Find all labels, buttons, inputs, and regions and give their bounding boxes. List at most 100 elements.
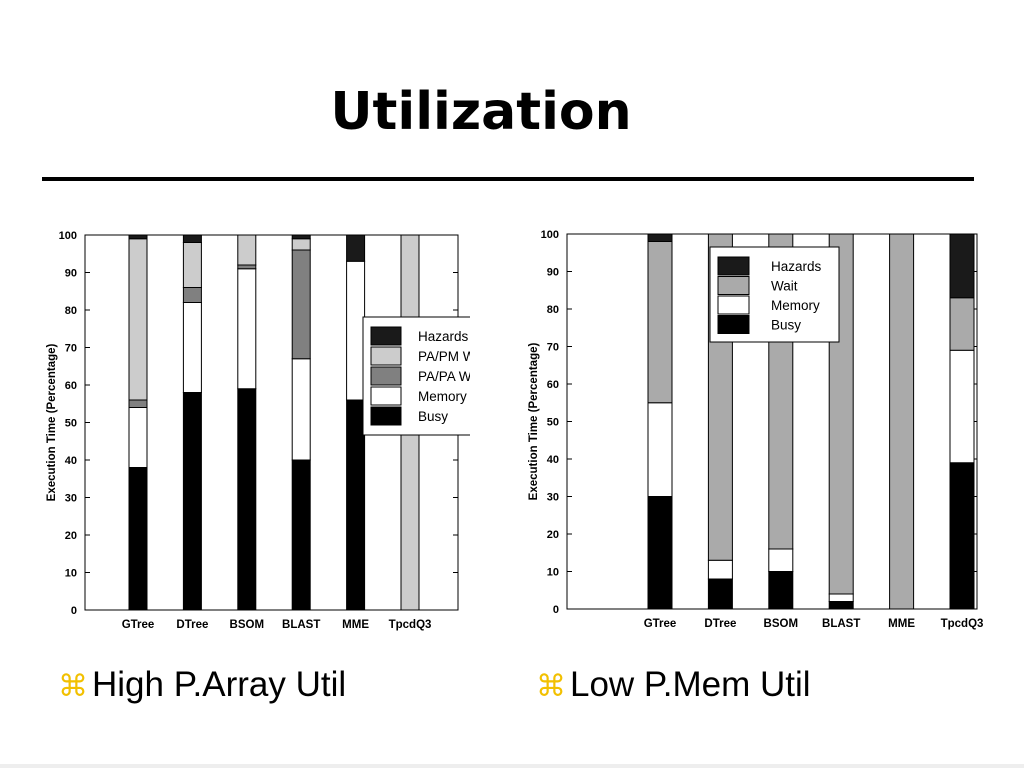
legend-swatch bbox=[717, 295, 750, 315]
legend-swatch bbox=[370, 346, 402, 366]
bar-segment-memory bbox=[768, 548, 794, 572]
legend-swatch bbox=[370, 406, 402, 426]
processor-memory-utilization-chart: Execution Time (Percentage) 0 10 20 30 40 50 60… bbox=[520, 220, 990, 640]
legend-swatch bbox=[370, 386, 402, 406]
bar-segment-pa-pm-wait bbox=[128, 238, 148, 401]
x-tick-label: TpcdQ3 bbox=[389, 619, 432, 631]
y-tick-label: 30 bbox=[65, 493, 77, 505]
chart-svg: Execution Time (Percentage) 0 10 20 30 40 50 60… bbox=[528, 229, 984, 630]
legend-swatch bbox=[717, 315, 750, 334]
bar-segment-busy bbox=[237, 388, 257, 611]
x-tick-label: BSOM bbox=[230, 619, 264, 631]
legend-swatch bbox=[370, 366, 402, 386]
bar-segment-hazards bbox=[182, 234, 202, 243]
legend-swatch bbox=[370, 326, 402, 346]
x-tick-label: DTree bbox=[704, 618, 736, 630]
legend-entry-label: Memory bbox=[771, 298, 820, 313]
bar-segment-memory bbox=[707, 559, 733, 580]
legend-entry-label: Hazards bbox=[418, 329, 469, 344]
bar-segment-pa-pm-wait bbox=[237, 234, 257, 266]
bar-segment-hazards bbox=[949, 233, 975, 299]
y-tick-label: 20 bbox=[547, 529, 559, 541]
x-tick-label: MME bbox=[888, 618, 915, 630]
bar-segment-memory bbox=[346, 260, 366, 401]
x-tick-label: DTree bbox=[176, 619, 208, 631]
y-tick-label: 50 bbox=[65, 418, 77, 430]
y-tick-label: 30 bbox=[547, 492, 559, 504]
command-key-icon: ⌘ bbox=[536, 669, 566, 704]
command-key-icon: ⌘ bbox=[58, 669, 88, 704]
x-tick-label: BLAST bbox=[822, 618, 860, 630]
bar-segment-memory bbox=[828, 593, 854, 602]
legend-entry-label: Hazards bbox=[771, 259, 822, 274]
bar-segment-memory bbox=[128, 407, 148, 468]
bar-segment-hazards bbox=[128, 234, 148, 240]
legend-entry-label: Busy bbox=[418, 409, 448, 424]
bar-segment-wait bbox=[949, 297, 975, 351]
x-tick-label: GTree bbox=[644, 618, 677, 630]
y-tick-label: 100 bbox=[59, 230, 77, 242]
y-axis-label: Execution Time (Percentage) bbox=[46, 344, 58, 502]
x-tick-label: MME bbox=[342, 619, 369, 631]
legend-entry-label: Memory bbox=[418, 389, 467, 404]
bullet-high-parray-util: ⌘ High P.Array Util bbox=[58, 665, 346, 705]
y-tick-label: 90 bbox=[65, 268, 77, 280]
bar-segment-hazards bbox=[291, 234, 311, 240]
y-tick-label: 10 bbox=[65, 568, 77, 580]
y-tick-label: 60 bbox=[65, 380, 77, 392]
y-tick-label: 20 bbox=[65, 530, 77, 542]
x-tick-label: TpcdQ3 bbox=[941, 618, 984, 630]
y-tick-label: 40 bbox=[547, 454, 559, 466]
bar-segment-hazards bbox=[647, 233, 673, 242]
legend-entry-label: Busy bbox=[771, 318, 801, 333]
x-tick-label: GTree bbox=[122, 619, 155, 631]
plot-frame bbox=[566, 233, 978, 610]
legend-entry-label: PA/PA Wait bbox=[418, 369, 470, 384]
bullet-text: Low P.Mem Util bbox=[570, 665, 811, 704]
bar-segment-memory bbox=[182, 302, 202, 393]
chart-legend: Hazards Wait Memory Busy bbox=[709, 246, 840, 343]
bullet-text: High P.Array Util bbox=[92, 665, 347, 704]
y-tick-label: 60 bbox=[547, 379, 559, 391]
bar-segment-memory bbox=[647, 402, 673, 497]
legend-entry-label: Wait bbox=[771, 279, 798, 294]
slide-title: Utilization bbox=[330, 82, 632, 142]
bar-segment-memory bbox=[291, 358, 311, 461]
title-divider bbox=[42, 177, 974, 181]
bar-segment-wait bbox=[889, 233, 915, 610]
bar-segment-pa-pa-wait bbox=[128, 399, 148, 408]
legend-swatch bbox=[717, 256, 750, 276]
x-tick-label: BSOM bbox=[764, 618, 799, 630]
y-tick-label: 90 bbox=[547, 267, 559, 279]
x-tick-label: BLAST bbox=[282, 619, 320, 631]
legend-swatch bbox=[717, 276, 750, 295]
y-tick-label: 0 bbox=[71, 605, 77, 617]
y-tick-label: 80 bbox=[547, 304, 559, 316]
y-tick-label: 50 bbox=[547, 417, 559, 429]
bar-segment-wait bbox=[647, 241, 673, 404]
bar-segment-busy bbox=[346, 399, 366, 611]
bar-segment-memory bbox=[949, 349, 975, 464]
bar-segment-busy bbox=[128, 467, 148, 611]
chart-svg: Execution Time (Percentage) 0 10 20 30 40 50 60… bbox=[46, 230, 470, 631]
bar-segment-hazards bbox=[346, 234, 366, 262]
y-tick-label: 80 bbox=[65, 305, 77, 317]
chart-legend: Hazards PA/PM Wait PA/PA Wait Memory Busy bbox=[362, 316, 470, 436]
bar-segment-busy bbox=[768, 571, 794, 610]
bar-segment-busy bbox=[647, 496, 673, 610]
bar-segment-busy bbox=[182, 392, 202, 611]
y-tick-label: 100 bbox=[541, 229, 559, 241]
bar-segment-pa-pm-wait bbox=[182, 242, 202, 288]
bar-segment-memory bbox=[237, 268, 257, 390]
bar-segment-busy bbox=[291, 459, 311, 611]
processor-array-utilization-chart: Execution Time (Percentage) 0 10 20 30 40 50 60… bbox=[40, 220, 470, 640]
bar-segment-pa-pa-wait bbox=[182, 287, 202, 303]
bullet-low-pmem-util: ⌘ Low P.Mem Util bbox=[536, 665, 811, 705]
y-axis-label: Execution Time (Percentage) bbox=[528, 343, 540, 501]
bar-segment-pa-pa-wait bbox=[291, 249, 311, 360]
bar-segment-pa-pm-wait bbox=[291, 238, 311, 251]
y-tick-label: 70 bbox=[547, 342, 559, 354]
y-tick-label: 40 bbox=[65, 455, 77, 467]
y-tick-label: 0 bbox=[553, 604, 559, 616]
bar-segment-busy bbox=[828, 601, 854, 610]
